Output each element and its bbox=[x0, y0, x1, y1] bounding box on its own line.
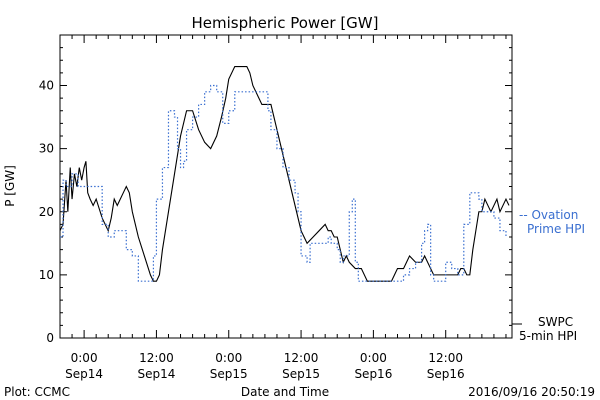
y-axis: 0 10 20 30 40 bbox=[39, 34, 512, 345]
x-tick-time-label: 12:00 bbox=[139, 351, 174, 365]
plot-credit: Plot: CCMC bbox=[4, 385, 70, 399]
x-tick-date-label: Sep15 bbox=[282, 367, 320, 381]
legend-label-swpc-line1: SWPC bbox=[538, 315, 573, 329]
x-tick-time-label: 0:00 bbox=[360, 351, 387, 365]
x-tick-date-label: Sep16 bbox=[354, 367, 392, 381]
series-line-swpc bbox=[59, 66, 510, 282]
x-tick-time-label: 12:00 bbox=[428, 351, 463, 365]
x-tick-date-label: Sep14 bbox=[65, 367, 103, 381]
x-tick-time-label: 12:00 bbox=[284, 351, 319, 365]
x-axis: 0:00 Sep14 12:00 Sep14 0:00 Sep15 12:00 Sep15 0:… bbox=[59, 35, 507, 381]
y-tick-label: 40 bbox=[39, 79, 54, 93]
plot-timestamp: 2016/09/16 20:50:19 bbox=[468, 385, 595, 399]
legend-label-ovation-line1: -- Ovation bbox=[519, 208, 578, 222]
x-tick-date-label: Sep14 bbox=[137, 367, 175, 381]
y-axis-label: P [GW] bbox=[3, 165, 17, 207]
x-tick-date-label: Sep16 bbox=[427, 367, 465, 381]
series-line-ovation-prime bbox=[60, 84, 507, 282]
x-tick-time-label: 0:00 bbox=[71, 351, 98, 365]
legend-label-ovation-line2: Prime HPI bbox=[527, 222, 585, 236]
plot-frame bbox=[59, 34, 513, 339]
legend-label-swpc-line2: 5-min HPI bbox=[519, 329, 577, 343]
y-tick-label: 20 bbox=[39, 205, 54, 219]
y-tick-label: 0 bbox=[46, 331, 54, 345]
x-axis-label: Date and Time bbox=[241, 385, 329, 399]
x-tick-date-label: Sep15 bbox=[210, 367, 248, 381]
chart-title: Hemispheric Power [GW] bbox=[192, 14, 379, 32]
y-tick-label: 10 bbox=[39, 268, 54, 282]
series-layer bbox=[59, 66, 510, 282]
x-tick-time-label: 0:00 bbox=[215, 351, 242, 365]
y-tick-label: 30 bbox=[39, 142, 54, 156]
